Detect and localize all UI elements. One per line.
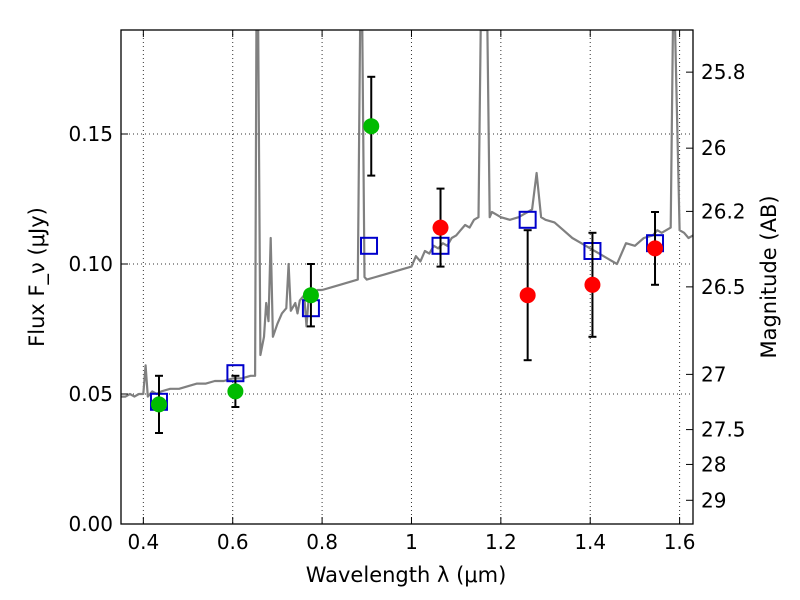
y2-tick-label: 26.2 xyxy=(701,199,746,223)
x-tick-label: 1.4 xyxy=(574,530,606,554)
grid-lines xyxy=(121,30,693,524)
x-tick-label: 1 xyxy=(405,530,418,554)
y2-tick-label: 27 xyxy=(701,362,726,386)
nir-detection-point xyxy=(520,287,536,303)
y-axis-label: Flux F_ν (μJy) xyxy=(25,207,50,347)
sed-chart: 0.4 0.6 0.8 1 1.2 1.4 1.6 0.00 0.05 0.10 0.15 25.8 2… xyxy=(0,0,800,600)
y2-tick-label: 26.5 xyxy=(701,275,746,299)
y2-tick-label: 25.8 xyxy=(701,60,746,84)
y-tick-label: 0.10 xyxy=(68,252,113,276)
y2-tick-label: 27.5 xyxy=(701,418,746,442)
optical-detection-point xyxy=(227,383,243,399)
y-tick-label: 0.05 xyxy=(68,382,113,406)
marks-layer xyxy=(151,77,663,433)
y2-tick-label: 26 xyxy=(701,136,726,160)
optical-detection-point xyxy=(151,396,167,412)
plot-frame xyxy=(121,30,693,524)
y2-tick-label: 29 xyxy=(701,488,726,512)
x-tick-label: 0.8 xyxy=(306,530,338,554)
nir-detection-point xyxy=(584,277,600,293)
x-tick-label: 0.6 xyxy=(217,530,249,554)
y2-tick-label: 28 xyxy=(701,452,726,476)
x-tick-label: 1.2 xyxy=(485,530,517,554)
y-tick-label: 0.15 xyxy=(68,122,113,146)
x-axis-label: Wavelength λ (μm) xyxy=(306,563,507,587)
y2-axis-label: Magnitude (AB) xyxy=(757,195,781,358)
x-tick-label: 0.4 xyxy=(127,530,159,554)
optical-detection-point xyxy=(363,118,379,134)
spectrum-layer xyxy=(121,30,693,397)
axes: 0.4 0.6 0.8 1 1.2 1.4 1.6 0.00 0.05 0.10 0.15 25.8 2… xyxy=(68,30,745,554)
nir-detection-point xyxy=(433,220,449,236)
nir-detection-point xyxy=(647,240,663,256)
x-tick-label: 1.6 xyxy=(664,530,696,554)
spectrum-line xyxy=(121,30,693,397)
y-tick-label: 0.00 xyxy=(68,512,113,536)
optical-detection-point xyxy=(303,287,319,303)
